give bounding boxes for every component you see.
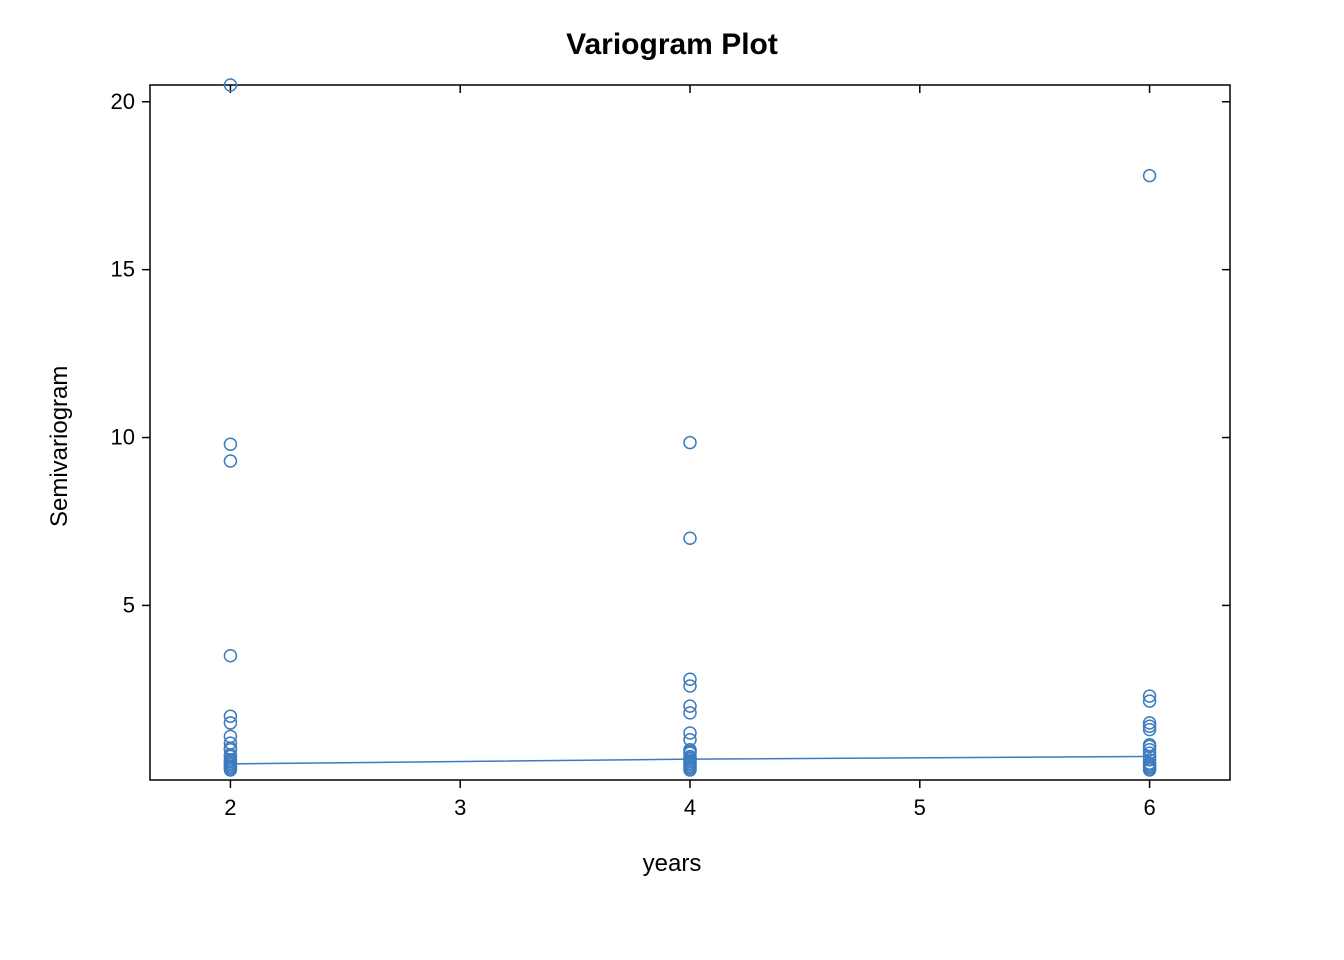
x-tick-label: 3 — [454, 795, 466, 820]
data-point — [1144, 170, 1156, 182]
data-point — [224, 455, 236, 467]
x-tick-label: 5 — [914, 795, 926, 820]
data-point — [224, 650, 236, 662]
data-point — [684, 532, 696, 544]
y-tick-label: 20 — [111, 89, 135, 114]
x-tick-label: 6 — [1143, 795, 1155, 820]
y-tick-label: 15 — [111, 257, 135, 282]
y-tick-label: 5 — [123, 592, 135, 617]
data-point — [684, 437, 696, 449]
data-point — [224, 438, 236, 450]
x-tick-label: 2 — [224, 795, 236, 820]
y-tick-label: 10 — [111, 425, 135, 450]
plot-area: 2 3 4 5 6 5 10 15 20 — [0, 0, 1344, 960]
plot-box — [150, 85, 1230, 780]
x-tick-label: 4 — [684, 795, 696, 820]
variogram-chart: Variogram Plot Semivariogram years 23456… — [0, 0, 1344, 960]
